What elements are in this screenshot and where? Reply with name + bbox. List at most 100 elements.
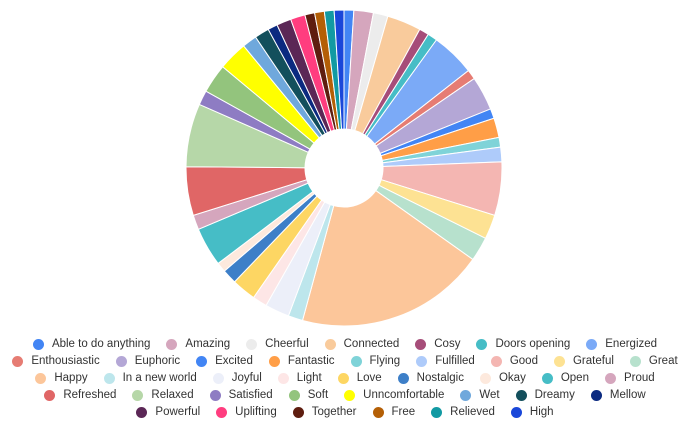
legend-label: Free (391, 406, 416, 418)
legend-swatch (416, 355, 428, 367)
legend-item-unncomfortable[interactable]: Unncomfortable (344, 387, 444, 403)
legend-item-amazing[interactable]: Amazing (166, 336, 230, 352)
legend-label: Relieved (450, 406, 495, 418)
legend-item-connected[interactable]: Connected (324, 336, 400, 352)
legend-item-great[interactable]: Great (629, 353, 678, 369)
legend-swatch (515, 389, 527, 401)
legend-label: Energized (605, 338, 658, 350)
legend-item-joyful[interactable]: Joyful (212, 370, 262, 386)
legend-swatch (246, 338, 258, 350)
legend-swatch (32, 338, 44, 350)
legend-swatch (337, 372, 349, 384)
legend-swatch (288, 389, 300, 401)
legend-item-free[interactable]: Free (372, 404, 416, 420)
legend-item-together[interactable]: Together (292, 404, 357, 420)
legend-item-enthousiastic[interactable]: Enthousiastic (12, 353, 100, 369)
legend-swatch (344, 389, 356, 401)
donut-chart-svg (185, 9, 503, 327)
legend-item-fulfilled[interactable]: Fulfilled (416, 353, 475, 369)
legend-swatch (397, 372, 409, 384)
legend-item-cosy[interactable]: Cosy (415, 336, 460, 352)
legend-label: High (529, 406, 554, 418)
legend-swatch (44, 389, 56, 401)
legend-swatch (103, 372, 115, 384)
legend-swatch (553, 355, 565, 367)
legend-item-uplifting[interactable]: Uplifting (216, 404, 277, 420)
legend-item-cheerful[interactable]: Cheerful (246, 336, 309, 352)
legend-label: Open (560, 372, 589, 384)
legend-item-able-to-do-anything[interactable]: Able to do anything (32, 336, 151, 352)
legend-item-euphoric[interactable]: Euphoric (115, 353, 181, 369)
legend-item-open[interactable]: Open (541, 370, 589, 386)
legend-label: Love (356, 372, 382, 384)
legend-swatch (629, 355, 641, 367)
legend-item-light[interactable]: Light (277, 370, 322, 386)
legend-item-mellow[interactable]: Mellow (590, 387, 646, 403)
legend-item-refreshed[interactable]: Refreshed (44, 387, 116, 403)
legend-item-relaxed[interactable]: Relaxed (132, 387, 194, 403)
legend-swatch (35, 372, 47, 384)
legend-item-satisfied[interactable]: Satisfied (209, 387, 273, 403)
legend-label: Joyful (231, 372, 262, 384)
legend-item-nostalgic[interactable]: Nostalgic (397, 370, 464, 386)
legend-swatch (132, 389, 144, 401)
legend-item-okay[interactable]: Okay (479, 370, 526, 386)
legend-item-wet[interactable]: Wet (460, 387, 500, 403)
legend-item-doors-opening[interactable]: Doors opening (476, 336, 570, 352)
legend-label: Unncomfortable (363, 389, 445, 401)
legend-label: Satisfied (228, 389, 273, 401)
legend-swatch (350, 355, 362, 367)
legend-label: In a new world (122, 372, 197, 384)
legend-item-flying[interactable]: Flying (350, 353, 401, 369)
slice-happy (301, 189, 474, 327)
legend-swatch (460, 389, 472, 401)
legend-item-excited[interactable]: Excited (196, 353, 253, 369)
legend-label: Able to do anything (51, 338, 151, 350)
legend-item-powerful[interactable]: Powerful (136, 404, 200, 420)
legend-item-dreamy[interactable]: Dreamy (515, 387, 575, 403)
legend-swatch (510, 406, 522, 418)
legend-swatch (586, 338, 598, 350)
legend-label: Cheerful (265, 338, 309, 350)
legend-label: Refreshed (63, 389, 117, 401)
legend-swatch (166, 338, 178, 350)
legend-item-energized[interactable]: Energized (586, 336, 657, 352)
legend-swatch (372, 406, 384, 418)
legend-label: Flying (369, 355, 401, 367)
legend-label: Okay (498, 372, 526, 384)
legend-item-grateful[interactable]: Grateful (553, 353, 614, 369)
donut-chart (185, 9, 503, 327)
legend-swatch (277, 372, 289, 384)
legend-item-happy[interactable]: Happy (35, 370, 88, 386)
legend-label: Mellow (609, 389, 646, 401)
legend-item-love[interactable]: Love (337, 370, 382, 386)
legend-item-relieved[interactable]: Relieved (431, 404, 495, 420)
legend-item-soft[interactable]: Soft (288, 387, 329, 403)
legend-label: Soft (307, 389, 329, 401)
chart-legend: Able to do anything Amazing Cheerful Connec… (10, 336, 680, 420)
legend-swatch (431, 406, 443, 418)
legend-label: Happy (54, 372, 88, 384)
legend-swatch (136, 406, 148, 418)
legend-swatch (490, 355, 502, 367)
legend-swatch (268, 355, 280, 367)
legend-swatch (604, 372, 616, 384)
legend-item-proud[interactable]: Proud (604, 370, 655, 386)
slice-high (333, 9, 345, 130)
legend-label: Fantastic (287, 355, 335, 367)
legend-item-fantastic[interactable]: Fantastic (268, 353, 335, 369)
legend-swatch (196, 355, 208, 367)
legend-label: Euphoric (134, 355, 181, 367)
legend-item-high[interactable]: High (510, 404, 554, 420)
legend-label: Together (311, 406, 357, 418)
legend-item-good[interactable]: Good (490, 353, 538, 369)
legend-label: Uplifting (235, 406, 277, 418)
legend-label: Powerful (155, 406, 201, 418)
legend-label: Cosy (434, 338, 461, 350)
legend-label: Connected (343, 338, 400, 350)
legend-label: Great (648, 355, 678, 367)
legend-swatch (476, 338, 488, 350)
legend-swatch (209, 389, 221, 401)
legend-item-in-a-new-world[interactable]: In a new world (103, 370, 197, 386)
legend-label: Proud (623, 372, 655, 384)
